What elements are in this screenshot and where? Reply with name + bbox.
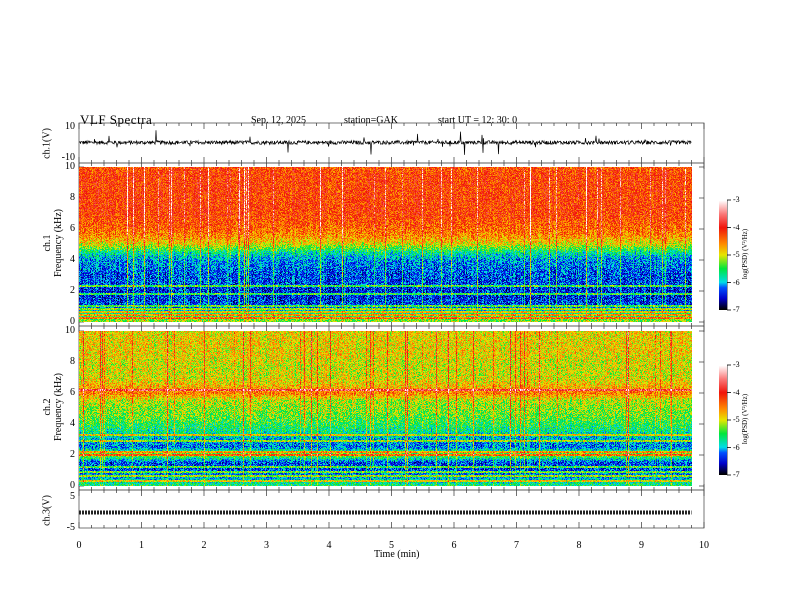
ch1-ylabel: ch.1(V)	[41, 128, 53, 159]
ch2-colorbar-label: log(PSD) (V²/Hz)	[741, 393, 749, 445]
ch1-spectrogram-ylabel-line1: ch.1	[42, 234, 53, 252]
ch2-spectrogram-ytick-label: 8	[70, 356, 75, 367]
colorbar-tick-label: -5	[733, 415, 740, 424]
ch1-spectrogram-ytick-label: 10	[65, 161, 75, 172]
colorbar-tick-label: -5	[733, 250, 740, 259]
ch3-ytick-label: -5	[66, 522, 75, 533]
ch2-spectrogram-ytick-label: 0	[70, 480, 75, 491]
ch1-spectrogram-ytick-label: 2	[70, 285, 75, 296]
ch1-spectrogram-ytick-label: 8	[70, 192, 75, 203]
ch1-spectrogram-ytick-label: 6	[70, 223, 75, 234]
ch2-spectrogram-ylabel-line2: Frequency (kHz)	[53, 372, 64, 442]
colorbar-tick-label: -6	[733, 442, 740, 452]
colorbar-tick-label: -7	[733, 305, 740, 314]
ch1-spectrogram-ytick-label: 0	[70, 316, 75, 327]
ch3-ytick-label: 5	[70, 491, 75, 502]
x-tick-label: 9	[639, 540, 644, 551]
date-label: Sep. 12, 2025	[251, 115, 306, 126]
x-axis-label: Time (min)	[374, 549, 420, 560]
colorbar-tick-label: -3	[733, 195, 740, 204]
ch2-spectrogram-heatmap	[79, 331, 692, 486]
ch3-ylabel: ch.3(V)	[41, 495, 53, 526]
ch2-spectrogram-ytick-label: 6	[70, 387, 75, 398]
colorbar-tick-label: -3	[733, 360, 740, 369]
colorbar-tick-label: -6	[733, 277, 740, 287]
x-tick-label: 7	[514, 540, 519, 551]
colorbar-tick-label: -7	[733, 470, 740, 479]
ch2-spectrogram-ytick-label: 4	[70, 418, 75, 429]
ch1-ytick-label: 10	[65, 121, 75, 132]
ch1-spectrogram-ytick-label: 4	[70, 254, 75, 265]
x-tick-label: 3	[264, 540, 269, 551]
x-tick-label: 10	[699, 540, 709, 551]
ch1-colorbar-label: log(PSD) (V²/Hz)	[741, 228, 749, 280]
x-tick-label: 4	[326, 540, 332, 551]
ch1-waveform-line	[78, 130, 692, 155]
ch1-spectrogram-ylabel: ch.1 Frequency (kHz)	[42, 188, 64, 298]
x-tick-label: 0	[76, 540, 82, 551]
ch2-spectrogram-ytick-label: 10	[65, 325, 75, 336]
x-tick-label: 5	[389, 540, 394, 551]
x-tick-label: 2	[201, 540, 207, 551]
start-time-label: start UT = 12: 30: 0	[438, 115, 518, 126]
ch2-colorbar	[719, 365, 727, 475]
x-tick-label: 1	[139, 540, 144, 551]
ch1-ytick-label: -10	[61, 152, 75, 163]
ch1-spectrogram-ylabel-line2: Frequency (kHz)	[53, 208, 64, 278]
figure-title: VLF Spectra	[80, 112, 153, 127]
colorbar-tick-label: -4	[733, 222, 740, 232]
colorbar-tick-label: -4	[733, 387, 740, 397]
ch2-spectrogram-ylabel-line1: ch.2	[42, 398, 53, 416]
x-tick-label: 8	[576, 540, 582, 551]
ch1-colorbar	[719, 200, 727, 310]
ch2-spectrogram-ylabel: ch.2 Frequency (kHz)	[42, 352, 64, 462]
station-label: station=GAK	[344, 115, 398, 126]
x-tick-label: 6	[451, 540, 457, 551]
ch1-spectrogram-heatmap	[79, 167, 692, 322]
ch2-spectrogram-ytick-label: 2	[70, 449, 75, 460]
